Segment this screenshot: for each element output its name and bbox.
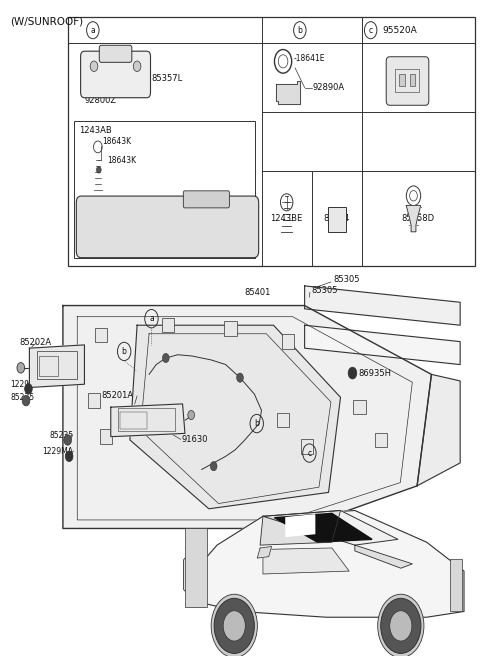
Bar (118, 409, 175, 432)
Text: 85201A: 85201A (101, 391, 133, 400)
Polygon shape (355, 545, 412, 568)
Polygon shape (111, 404, 185, 437)
Bar (224, 321, 237, 336)
Text: 85202A: 85202A (19, 338, 51, 348)
Polygon shape (406, 206, 420, 232)
Text: 85235: 85235 (50, 431, 74, 440)
Circle shape (214, 599, 254, 654)
Polygon shape (257, 547, 272, 558)
Text: (W/SUNROOF): (W/SUNROOF) (10, 16, 84, 27)
Text: 85235: 85235 (10, 393, 35, 402)
FancyBboxPatch shape (386, 57, 429, 105)
Text: 1243AB: 1243AB (79, 126, 111, 135)
Bar (353, 400, 366, 415)
Text: 85414: 85414 (324, 214, 350, 223)
Bar (185, 528, 207, 607)
FancyBboxPatch shape (183, 558, 199, 591)
Bar (277, 413, 289, 428)
Polygon shape (275, 513, 372, 542)
Text: 18643K: 18643K (108, 156, 136, 164)
FancyBboxPatch shape (183, 191, 229, 208)
Text: 85305: 85305 (333, 275, 360, 284)
Polygon shape (305, 286, 460, 325)
Bar (282, 334, 294, 349)
Bar (39, 356, 58, 376)
Polygon shape (417, 374, 460, 486)
Text: 18643K: 18643K (103, 137, 132, 146)
Text: b: b (298, 26, 302, 35)
Polygon shape (305, 325, 460, 365)
Circle shape (378, 594, 424, 657)
Text: c: c (369, 26, 373, 35)
Text: 85357L: 85357L (152, 74, 183, 83)
Circle shape (65, 451, 73, 462)
Text: 95520A: 95520A (382, 26, 417, 35)
Polygon shape (260, 510, 340, 545)
Circle shape (211, 594, 257, 657)
Bar (36, 351, 77, 379)
Circle shape (24, 384, 32, 394)
Bar (88, 394, 100, 408)
Text: 1229MA: 1229MA (42, 447, 73, 456)
Text: c: c (307, 449, 312, 457)
Polygon shape (263, 548, 349, 574)
Text: a: a (149, 314, 154, 323)
Polygon shape (130, 325, 340, 509)
Circle shape (381, 599, 421, 654)
Text: 1243BE: 1243BE (271, 214, 303, 223)
Circle shape (223, 611, 245, 641)
Bar (74, 121, 255, 258)
Circle shape (162, 353, 169, 363)
Bar (100, 430, 112, 444)
Circle shape (90, 61, 98, 72)
Bar (375, 433, 387, 447)
Text: 85401: 85401 (245, 288, 271, 297)
Bar (95, 328, 108, 342)
Polygon shape (63, 306, 432, 528)
Bar (409, 74, 415, 85)
FancyBboxPatch shape (328, 207, 346, 232)
Text: 85305: 85305 (312, 286, 338, 295)
Text: a: a (90, 26, 95, 35)
Text: 1229MA: 1229MA (10, 380, 41, 389)
Text: b: b (254, 419, 259, 428)
Polygon shape (29, 345, 84, 388)
Bar (162, 318, 174, 332)
Text: 86935H: 86935H (359, 369, 392, 378)
Circle shape (390, 611, 412, 641)
Circle shape (64, 435, 72, 445)
Circle shape (210, 462, 217, 471)
Text: -18641E: -18641E (294, 54, 325, 62)
FancyBboxPatch shape (99, 45, 132, 62)
Text: 85858D: 85858D (402, 214, 435, 223)
Circle shape (22, 396, 30, 406)
Bar (120, 413, 147, 430)
Circle shape (133, 61, 141, 72)
Bar (301, 440, 313, 454)
Circle shape (96, 167, 101, 173)
Circle shape (17, 363, 24, 373)
Circle shape (188, 411, 194, 420)
Text: 92800Z: 92800Z (84, 96, 117, 105)
Bar (399, 74, 405, 85)
Bar (396, 68, 419, 92)
Polygon shape (276, 81, 300, 104)
Polygon shape (286, 515, 315, 537)
Bar (450, 559, 462, 612)
FancyBboxPatch shape (76, 196, 259, 258)
Text: 91630: 91630 (181, 436, 208, 444)
Polygon shape (188, 510, 464, 617)
Text: b: b (122, 347, 127, 356)
Text: 92890A: 92890A (312, 83, 344, 92)
Circle shape (348, 367, 357, 379)
Polygon shape (263, 510, 398, 545)
Bar (68, 17, 475, 266)
FancyBboxPatch shape (81, 51, 151, 98)
Circle shape (237, 373, 243, 382)
